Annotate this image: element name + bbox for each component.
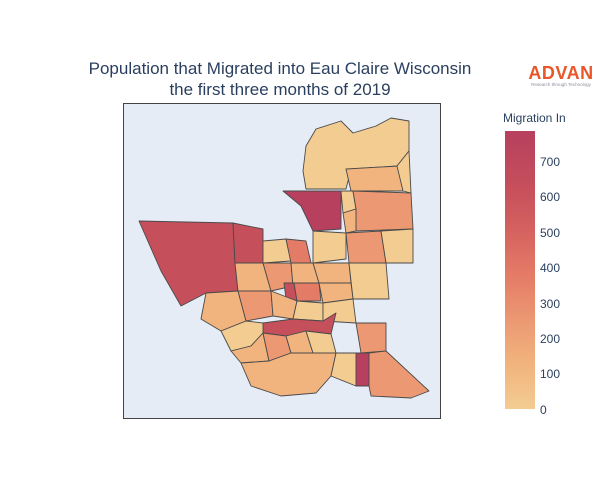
tract-central-north[interactable]	[312, 230, 347, 264]
map-svg[interactable]	[124, 104, 441, 419]
colorbar-tick-0: 0	[540, 403, 547, 417]
tract-south-east-big[interactable]	[368, 350, 430, 399]
tract-east-mid-2[interactable]	[380, 228, 414, 264]
tract-north-dark[interactable]	[282, 190, 342, 232]
tract-west-mid[interactable]	[232, 222, 264, 264]
colorbar-tick-100: 100	[540, 367, 561, 381]
tract-central-5[interactable]	[312, 262, 352, 284]
colorbar-tick-500: 500	[540, 226, 561, 240]
colorbar-tick-600: 600	[540, 190, 561, 204]
tract-central-12[interactable]	[292, 300, 324, 322]
tract-north-east[interactable]	[345, 165, 404, 192]
choropleth-map[interactable]	[123, 103, 441, 419]
tract-south-east-mid[interactable]	[330, 352, 357, 387]
chart-title-line-2: the first three months of 2019	[169, 80, 391, 99]
colorbar-tick-200: 200	[540, 332, 561, 346]
chart-title: Population that Migrated into Eau Claire…	[0, 58, 560, 100]
tract-east-small[interactable]	[342, 208, 357, 234]
colorbar-tick-700: 700	[540, 155, 561, 169]
logo-tagline: Research through Technology	[531, 82, 591, 87]
logo-wordmark: ADVAN	[528, 63, 594, 83]
colorbar-title: Migration In	[503, 111, 566, 125]
tract-south-east-1[interactable]	[355, 322, 387, 354]
colorbar-gradient	[505, 131, 535, 409]
tract-east-mid[interactable]	[345, 230, 387, 264]
advan-logo: ADVAN Research through Technology	[526, 64, 596, 88]
chart-title-line-1: Population that Migrated into Eau Claire…	[88, 59, 472, 78]
colorbar-tick-400: 400	[540, 261, 561, 275]
tract-south-east-dark[interactable]	[355, 352, 370, 387]
tract-east-big[interactable]	[352, 190, 414, 232]
tract-central-8[interactable]	[293, 282, 322, 302]
tract-north-top[interactable]	[302, 117, 410, 190]
colorbar-tick-300: 300	[540, 297, 561, 311]
tract-central-6[interactable]	[348, 262, 390, 300]
